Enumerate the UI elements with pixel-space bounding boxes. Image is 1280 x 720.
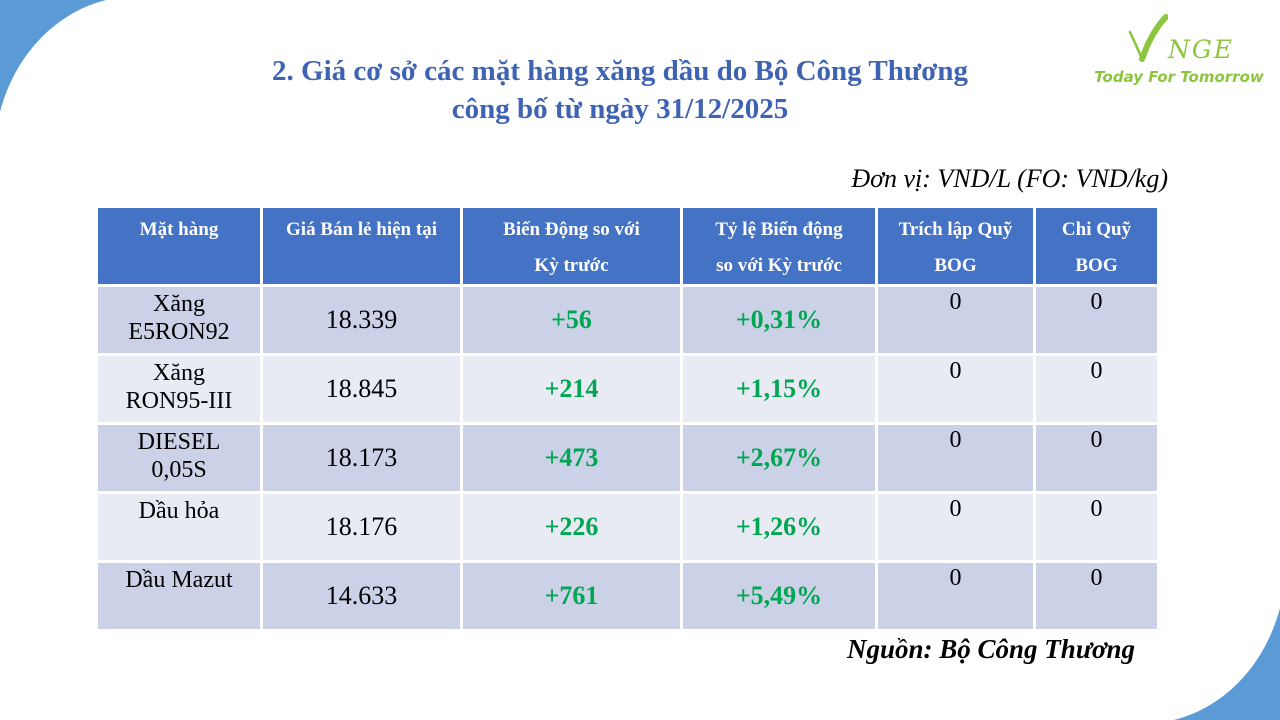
fund-out-cell: 0 (1033, 491, 1160, 563)
fund-in-cell: 0 (875, 422, 1036, 494)
fund-out-cell: 0 (1033, 353, 1160, 425)
fund-in-cell: 0 (875, 491, 1036, 563)
change-cell: +56 (460, 284, 683, 356)
corner-swoosh-bottom-right (1174, 608, 1280, 720)
logo-brand-text: NGE (1167, 35, 1235, 64)
retail-price-cell: 18.173 (260, 422, 463, 494)
col-header-mat-hang: Mặt hàng (95, 205, 263, 287)
slide-title: 2. Giá cơ sở các mặt hàng xăng dầu do Bộ… (60, 52, 1180, 128)
table-row-e5ron92: Xăng E5RON92 18.339 +56 +0,31% 0 0 (95, 284, 1160, 356)
change-pct-cell: +2,67% (680, 422, 878, 494)
retail-price-cell: 14.633 (260, 560, 463, 632)
table-header-row: Mặt hàng Giá Bán lẻ hiện tại Biến Động s… (95, 205, 1160, 287)
logo-brand: NGE (1094, 14, 1264, 64)
change-pct-cell: +1,26% (680, 491, 878, 563)
logo-tagline: Today For Tomorrow (1094, 68, 1264, 86)
change-pct-cell: +1,15% (680, 353, 878, 425)
fund-out-cell: 0 (1033, 284, 1160, 356)
product-name-cell: Dầu hỏa (95, 491, 263, 563)
header-line: Kỳ trước (534, 255, 609, 276)
col-header-trich-lap-quy-bog: Trích lập Quỹ BOG (875, 205, 1036, 287)
col-header-bien-dong: Biến Động so với Kỳ trước (460, 205, 683, 287)
logo-checkmark-v-icon (1128, 14, 1168, 62)
fund-in-cell: 0 (875, 284, 1036, 356)
product-name-cell: DIESEL 0,05S (95, 422, 263, 494)
fuel-price-table: Mặt hàng Giá Bán lẻ hiện tại Biến Động s… (95, 205, 1160, 632)
fund-out-cell: 0 (1033, 560, 1160, 632)
retail-price-cell: 18.339 (260, 284, 463, 356)
header-line: Tỷ lệ Biến động (715, 219, 843, 240)
table-row-dau-hoa: Dầu hỏa 18.176 +226 +1,26% 0 0 (95, 491, 1160, 563)
table-row-ron95: Xăng RON95-III 18.845 +214 +1,15% 0 0 (95, 353, 1160, 425)
table-row-dau-mazut: Dầu Mazut 14.633 +761 +5,49% 0 0 (95, 560, 1160, 632)
fund-in-cell: 0 (875, 353, 1036, 425)
unit-note: Đơn vị: VND/L (FO: VND/kg) (851, 164, 1168, 193)
change-pct-cell: +5,49% (680, 560, 878, 632)
fund-in-cell: 0 (875, 560, 1036, 632)
slide-title-line2: công bố từ ngày 31/12/2025 (451, 93, 789, 125)
header-line: Trích lập Quỹ (898, 219, 1013, 240)
change-cell: +761 (460, 560, 683, 632)
col-header-ty-le-bien-dong: Tỷ lệ Biến động so với Kỳ trước (680, 205, 878, 287)
header-line: BOG (934, 255, 977, 276)
retail-price-cell: 18.845 (260, 353, 463, 425)
change-cell: +473 (460, 422, 683, 494)
source-note: Nguồn: Bộ Công Thương (847, 634, 1135, 664)
col-header-gia-ban-le: Giá Bán lẻ hiện tại (260, 205, 463, 287)
change-cell: +214 (460, 353, 683, 425)
header-line: so với Kỳ trước (716, 255, 842, 276)
product-name-cell: Xăng RON95-III (95, 353, 263, 425)
product-name-cell: Xăng E5RON92 (95, 284, 263, 356)
slide-title-line1: 2. Giá cơ sở các mặt hàng xăng dầu do Bộ… (272, 55, 968, 87)
fund-out-cell: 0 (1033, 422, 1160, 494)
header-line: Biến Động so với (503, 219, 640, 240)
header-line: Chi Quỹ (1061, 219, 1132, 240)
header-line: Mặt hàng (139, 219, 219, 240)
change-pct-cell: +0,31% (680, 284, 878, 356)
logo: NGE Today For Tomorrow (1094, 14, 1264, 86)
corner-swoosh-top-left (0, 0, 106, 112)
product-name-cell: Dầu Mazut (95, 560, 263, 632)
table-row-diesel: DIESEL 0,05S 18.173 +473 +2,67% 0 0 (95, 422, 1160, 494)
header-line: Giá Bán lẻ hiện tại (286, 219, 437, 240)
header-line: BOG (1075, 255, 1118, 276)
retail-price-cell: 18.176 (260, 491, 463, 563)
change-cell: +226 (460, 491, 683, 563)
col-header-chi-quy-bog: Chi Quỹ BOG (1033, 205, 1160, 287)
